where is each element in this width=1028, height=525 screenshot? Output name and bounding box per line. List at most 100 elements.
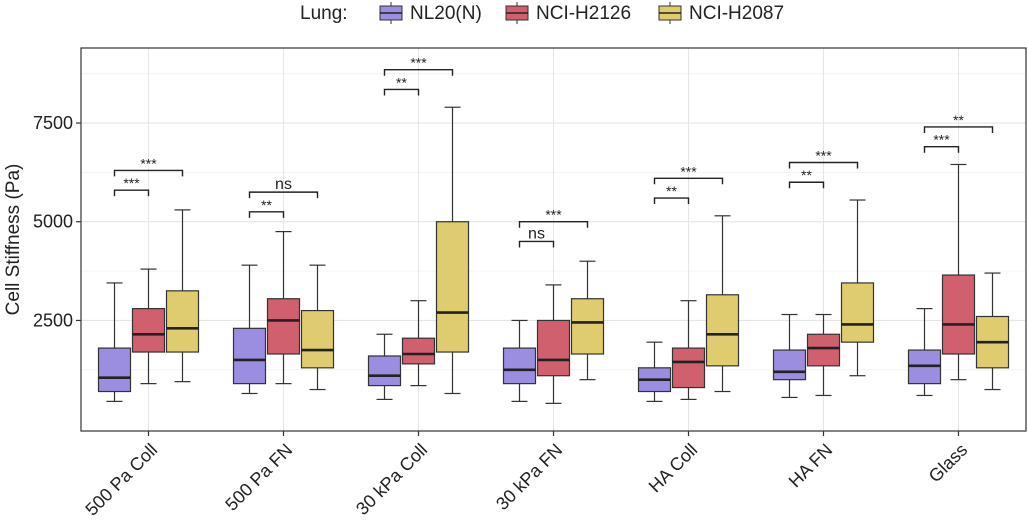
box-iqr [941, 274, 976, 355]
x-tick-label: 30 kPa FN [492, 440, 566, 514]
significance-bracket: *** [113, 155, 184, 177]
significance-bracket: *** [113, 175, 150, 197]
legend-label: NL20(N) [410, 3, 482, 24]
bracket-line [518, 240, 555, 248]
box-iqr [570, 298, 605, 355]
bracket-line [383, 69, 454, 76]
significance-label: *** [123, 175, 140, 191]
box-NCI-H2087-HA FN [840, 199, 875, 377]
legend-label: NCI-H2126 [536, 3, 631, 24]
significance-bracket: *** [653, 163, 724, 185]
box-NL20(N)-Glass [907, 307, 942, 397]
bracket-line [788, 181, 825, 189]
significance-bracket: ** [653, 183, 690, 205]
box-iqr [232, 327, 267, 385]
bracket-line [248, 191, 319, 199]
box-iqr [671, 347, 706, 389]
significance-bracket: *** [518, 207, 589, 228]
box-iqr [840, 282, 875, 343]
box-NL20(N)-30 kPa FN [502, 319, 537, 402]
significance-bracket: ns [518, 225, 555, 248]
bracket-line [113, 169, 184, 177]
bracket-line [248, 211, 285, 218]
box-iqr [772, 349, 807, 381]
legend-entry: NCI-H2126 [505, 2, 631, 24]
y-axis: 2500 5000 7500 Cell Stiffness (Pa) [3, 113, 81, 330]
x-tick-label: HA Coll [645, 440, 702, 497]
box-NCI-H2126-500 Pa FN [266, 231, 301, 385]
significance-bracket: *** [383, 55, 454, 76]
significance-label: ns [528, 225, 545, 242]
significance-label: ** [396, 74, 407, 90]
x-tick-label: 30 kPa Coll [352, 440, 431, 519]
x-tick-label: HA FN [785, 440, 837, 492]
box-NCI-H2087-Glass [975, 272, 1010, 391]
box-NCI-H2087-500 Pa FN [300, 264, 335, 391]
legend-label: NCI-H2087 [689, 3, 784, 24]
x-tick-label: 500 Pa Coll [81, 440, 161, 520]
legend-title: Lung: [300, 3, 348, 24]
box-iqr [502, 347, 537, 385]
bracket-line [653, 197, 690, 205]
bracket-line [383, 88, 420, 96]
box-iqr [266, 298, 301, 355]
significance-annotations: ********ns*****ns******** ********** [113, 55, 994, 248]
box-NCI-H2087-30 kPa Coll [435, 106, 470, 395]
significance-label: *** [815, 148, 832, 164]
box-NL20(N)-HA FN [772, 313, 807, 399]
box-iqr [97, 347, 132, 393]
box-NCI-H2087-HA Coll [705, 215, 740, 393]
box-iqr [536, 319, 571, 377]
box-NCI-H2126-30 kPa FN [536, 284, 571, 404]
y-tick-label: 7500 [33, 113, 73, 133]
x-tick-label: 500 Pa FN [221, 440, 296, 515]
legend-entry: NL20(N) [379, 2, 482, 24]
legend-entry: NCI-H2087 [658, 2, 784, 24]
box-NCI-H2087-500 Pa Coll [165, 209, 200, 383]
bracket-line [923, 126, 994, 133]
significance-label: ** [666, 183, 677, 199]
significance-bracket: ** [248, 197, 285, 218]
bracket-line [518, 221, 589, 228]
boxes [97, 106, 1010, 404]
significance-label: ** [801, 167, 812, 183]
box-NL20(N)-500 Pa Coll [97, 282, 132, 402]
box-NCI-H2087-30 kPa FN [570, 260, 605, 381]
x-tick-label: Glass [925, 440, 972, 487]
significance-label: *** [680, 163, 697, 179]
box-NCI-H2126-HA Coll [671, 300, 706, 401]
x-axis: 500 Pa Coll 500 Pa FN 30 kPa Coll 30 kPa FN… [81, 431, 971, 520]
bracket-line [923, 146, 960, 153]
bracket-line [113, 189, 150, 197]
significance-bracket: ** [383, 74, 420, 96]
box-iqr [367, 355, 402, 387]
box-NCI-H2126-HA FN [806, 313, 841, 397]
significance-label: *** [410, 55, 427, 71]
significance-bracket: ** [788, 167, 825, 189]
box-NCI-H2126-30 kPa Coll [401, 300, 436, 387]
significance-label: ** [953, 112, 964, 128]
bracket-line [788, 161, 859, 169]
box-NCI-H2126-500 Pa Coll [131, 268, 166, 385]
significance-bracket: ** [923, 112, 994, 133]
significance-label: *** [545, 207, 562, 223]
box-NCI-H2126-Glass [941, 163, 976, 381]
significance-bracket: *** [923, 132, 960, 153]
box-NL20(N)-30 kPa Coll [367, 333, 402, 401]
significance-label: ** [261, 197, 272, 213]
y-tick-label: 5000 [33, 212, 73, 232]
significance-label: *** [140, 155, 157, 171]
box-NL20(N)-HA Coll [637, 341, 672, 402]
box-iqr [300, 309, 335, 369]
y-tick-label: 2500 [33, 310, 73, 330]
box-iqr [131, 307, 166, 353]
box-iqr [401, 337, 436, 365]
box-iqr [435, 221, 470, 353]
significance-bracket: *** [788, 148, 859, 169]
bracket-line [653, 177, 724, 185]
box-iqr [705, 294, 740, 367]
legend: Lung: NL20(N) NCI-H2126 NCI-H2087 [300, 2, 784, 24]
significance-bracket: ns [248, 176, 319, 199]
